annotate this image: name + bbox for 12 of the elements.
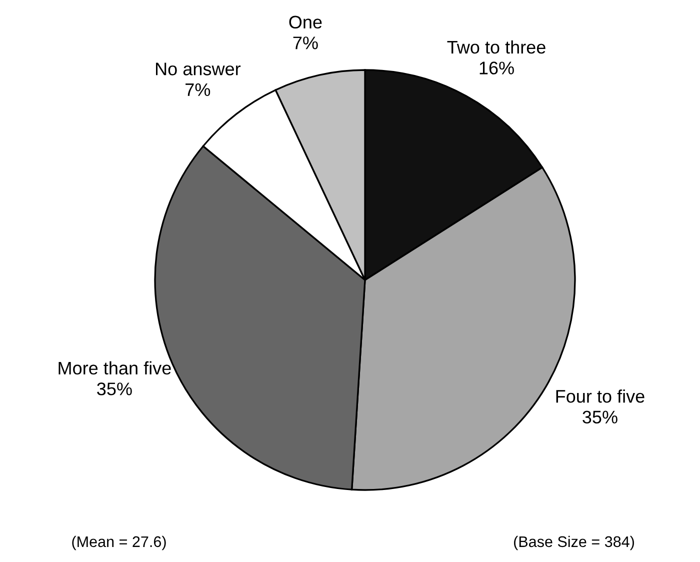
slice-label: Four to five bbox=[556, 389, 644, 403]
data-label: 16% bbox=[480, 62, 514, 74]
data-label: 35% bbox=[97, 382, 132, 396]
data-label: 7% bbox=[186, 83, 210, 96]
slice-label: Two to three bbox=[447, 40, 546, 54]
data-label: 7% bbox=[293, 36, 318, 50]
text: (Mean = 27.6) bbox=[72, 536, 166, 550]
slice-label: One bbox=[289, 16, 322, 29]
data-label: 35% bbox=[582, 410, 618, 424]
slice-label: No answer bbox=[156, 62, 241, 76]
text: (Base Size = 384) bbox=[514, 536, 634, 550]
slice-label: More than five bbox=[58, 361, 171, 375]
